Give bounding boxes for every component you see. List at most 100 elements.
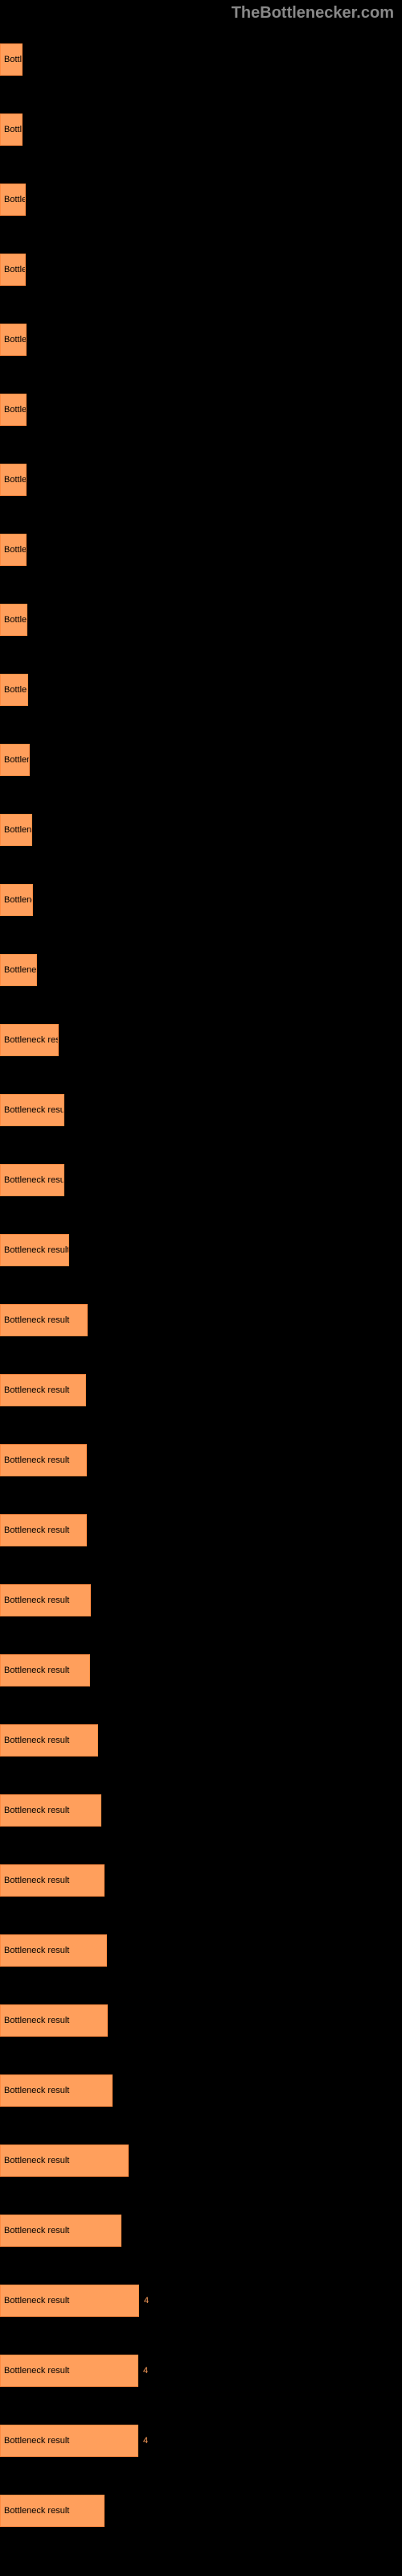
chart-row: Bottleneck result (0, 724, 402, 795)
bar-label: Bottleneck result (4, 965, 37, 975)
bar-label: Bottleneck result (4, 755, 30, 765)
chart-bar: Bottleneck result (0, 744, 30, 776)
bar-label: Bottleneck result (4, 405, 27, 415)
chart-bar: Bottleneck result (0, 1654, 90, 1686)
bar-label: Bottleneck result (4, 2366, 69, 2376)
chart-bar: Bottleneck result (0, 2285, 139, 2317)
bar-label: Bottleneck result (4, 2016, 69, 2025)
chart-bar: Bottleneck result (0, 1304, 88, 1336)
chart-row: Bottleneck result (0, 865, 402, 935)
chart-row: Bottleneck result (0, 1005, 402, 1075)
chart-bar: Bottleneck result (0, 1864, 105, 1897)
bar-label: Bottleneck result (4, 2506, 69, 2516)
chart-bar: Bottleneck result (0, 884, 33, 916)
chart-bar: Bottleneck result (0, 1794, 101, 1827)
bar-label: Bottleneck result (4, 2436, 69, 2446)
chart-bar: Bottleneck result (0, 2495, 105, 2527)
bar-value: 4 (143, 2436, 148, 2446)
chart-bar: Bottleneck result (0, 604, 27, 636)
bar-label: Bottleneck result (4, 1806, 69, 1815)
chart-bar: Bottleneck result (0, 114, 23, 146)
chart-row: Bottleneck result (0, 94, 402, 164)
chart-bar: Bottleneck result (0, 2215, 121, 2247)
bar-label: Bottleneck result (4, 2296, 69, 2306)
chart-bar: Bottleneck result (0, 394, 27, 426)
chart-bar: Bottleneck result (0, 954, 37, 986)
chart-bar: Bottleneck result (0, 464, 27, 496)
bar-label: Bottleneck result (4, 1035, 59, 1045)
chart-bar: Bottleneck result (0, 1444, 87, 1476)
chart-row: Bottleneck result (0, 1775, 402, 1845)
chart-bar: Bottleneck result (0, 2425, 138, 2457)
chart-bar: Bottleneck result (0, 1094, 64, 1126)
chart-bar: Bottleneck result (0, 1024, 59, 1056)
chart-row: Bottleneck result (0, 2195, 402, 2265)
bar-label: Bottleneck result (4, 825, 32, 835)
chart-row: Bottleneck result (0, 1075, 402, 1145)
chart-bar: Bottleneck result (0, 1514, 87, 1546)
chart-row: Bottleneck result (0, 654, 402, 724)
bar-label: Bottleneck result (4, 1315, 69, 1325)
chart-row: Bottleneck result (0, 1145, 402, 1215)
bar-label: Bottleneck result (4, 125, 23, 134)
chart-bar: Bottleneck result (0, 324, 27, 356)
bar-label: Bottleneck result (4, 895, 33, 905)
chart-row: Bottleneck result (0, 1705, 402, 1775)
bar-label: Bottleneck result (4, 545, 27, 555)
chart-row: Bottleneck result (0, 1635, 402, 1705)
bar-label: Bottleneck result (4, 1525, 69, 1535)
chart-row: Bottleneck result (0, 1845, 402, 1915)
chart-bar: Bottleneck result (0, 1234, 69, 1266)
bar-label: Bottleneck result (4, 265, 26, 275)
bar-label: Bottleneck result (4, 1946, 69, 1955)
chart-bar: Bottleneck result (0, 1584, 91, 1616)
bar-label: Bottleneck result (4, 1876, 69, 1885)
chart-row: Bottleneck result 4 (0, 2265, 402, 2335)
bar-value: 4 (143, 2366, 148, 2376)
bar-label: Bottleneck result (4, 1666, 69, 1675)
bar-label: Bottleneck result (4, 195, 26, 204)
chart-row: Bottleneck result 4 (0, 2405, 402, 2475)
chart-bar: Bottleneck result (0, 2355, 138, 2387)
bar-label: Bottleneck result (4, 475, 27, 485)
bar-label: Bottleneck result (4, 2226, 69, 2235)
chart-row: Bottleneck result (0, 164, 402, 234)
chart-bar: Bottleneck result (0, 814, 32, 846)
chart-row: Bottleneck result (0, 1495, 402, 1565)
bar-label: Bottleneck result (4, 335, 27, 345)
chart-bar: Bottleneck result (0, 254, 26, 286)
chart-row: Bottleneck result (0, 1985, 402, 2055)
bar-label: Bottleneck result (4, 615, 27, 625)
bar-label: Bottleneck result (4, 2086, 69, 2095)
watermark-text: TheBottlenecker.com (232, 4, 394, 23)
bar-value: 4 (144, 2296, 149, 2306)
bar-label: Bottleneck result (4, 1385, 69, 1395)
bar-label: Bottleneck result (4, 1245, 69, 1255)
chart-bar: Bottleneck result (0, 1374, 86, 1406)
chart-row: Bottleneck result (0, 1355, 402, 1425)
chart-row: Bottleneck result (0, 2125, 402, 2195)
bar-label: Bottleneck result (4, 685, 28, 695)
chart-row: Bottleneck result (0, 234, 402, 304)
chart-row: Bottleneck result (0, 444, 402, 514)
chart-row: Bottleneck result (0, 1285, 402, 1355)
chart-bar: Bottleneck result (0, 1724, 98, 1757)
chart-row: Bottleneck result (0, 374, 402, 444)
chart-bar: Bottleneck result (0, 2074, 113, 2107)
chart-row: Bottleneck result (0, 1915, 402, 1985)
chart-row: Bottleneck result (0, 1565, 402, 1635)
bar-label: Bottleneck result (4, 1175, 64, 1185)
chart-container: Bottleneck resultBottleneck resultBottle… (0, 0, 402, 2562)
bar-label: Bottleneck result (4, 55, 23, 64)
bar-label: Bottleneck result (4, 1736, 69, 1745)
chart-bar: Bottleneck result (0, 2145, 129, 2177)
chart-row: Bottleneck result (0, 1425, 402, 1495)
chart-bar: Bottleneck result (0, 1934, 107, 1967)
chart-bar: Bottleneck result (0, 184, 26, 216)
chart-row: Bottleneck result (0, 2055, 402, 2125)
chart-row: Bottleneck result 4 (0, 2335, 402, 2405)
chart-bar: Bottleneck result (0, 1164, 64, 1196)
chart-row: Bottleneck result (0, 935, 402, 1005)
chart-row: Bottleneck result (0, 584, 402, 654)
chart-row: Bottleneck result (0, 514, 402, 584)
